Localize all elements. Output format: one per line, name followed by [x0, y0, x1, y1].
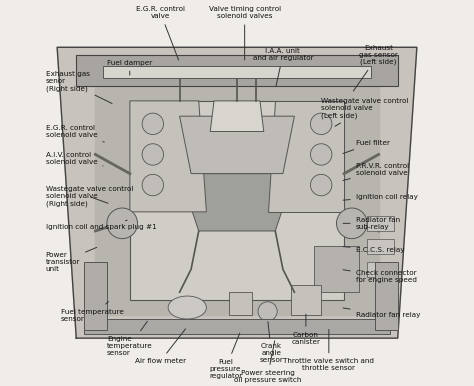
Bar: [367, 216, 394, 231]
Text: Wastegate valve control
solenoid valve
(Left side): Wastegate valve control solenoid valve (…: [321, 98, 409, 126]
Text: Radiator fan
sub-relay: Radiator fan sub-relay: [343, 217, 400, 230]
Text: Check connector
for engine speed: Check connector for engine speed: [343, 270, 417, 283]
Polygon shape: [180, 116, 294, 174]
Polygon shape: [76, 55, 398, 86]
Text: Carbon
canister: Carbon canister: [292, 314, 320, 345]
Text: Fuel
pressure
regulator: Fuel pressure regulator: [209, 333, 242, 379]
Text: Fuel damper: Fuel damper: [107, 59, 152, 75]
Text: Ignition coil relay: Ignition coil relay: [343, 193, 418, 200]
Text: Throttle valve switch and
throttle sensor: Throttle valve switch and throttle senso…: [283, 329, 374, 371]
Text: E.G.R. control
solenoid valve: E.G.R. control solenoid valve: [46, 125, 104, 142]
Polygon shape: [57, 47, 417, 338]
Polygon shape: [95, 63, 379, 315]
Bar: [375, 262, 398, 330]
Ellipse shape: [168, 296, 206, 319]
Text: P.R.V.R. control
solenoid valve: P.R.V.R. control solenoid valve: [343, 163, 409, 181]
Polygon shape: [268, 101, 344, 212]
Text: A.I.V. control
solenoid valve: A.I.V. control solenoid valve: [46, 152, 103, 166]
Text: Fuel temperature
sensor: Fuel temperature sensor: [61, 301, 124, 322]
Text: E.C.C.S. relay: E.C.C.S. relay: [343, 247, 404, 253]
Polygon shape: [130, 101, 206, 212]
Polygon shape: [229, 292, 252, 315]
Circle shape: [107, 208, 137, 239]
Bar: [367, 262, 394, 277]
Text: Engine
temperature
sensor: Engine temperature sensor: [107, 321, 153, 356]
Circle shape: [310, 174, 332, 196]
Text: Power
transistor
unit: Power transistor unit: [46, 247, 97, 272]
Circle shape: [310, 113, 332, 135]
Text: Ignition coil and spark plug #1: Ignition coil and spark plug #1: [46, 220, 156, 230]
Polygon shape: [291, 284, 321, 315]
Circle shape: [337, 208, 367, 239]
Circle shape: [142, 113, 164, 135]
Text: Crank
angle
sensor: Crank angle sensor: [259, 322, 283, 364]
Circle shape: [310, 144, 332, 165]
Text: Radiator fan relay: Radiator fan relay: [343, 308, 420, 318]
Bar: [84, 262, 107, 330]
Text: Exhaust
gas sensor
(Left side): Exhaust gas sensor (Left side): [354, 45, 398, 91]
Polygon shape: [313, 246, 359, 292]
Text: Wastegate valve control
solenoid valve
(Right side): Wastegate valve control solenoid valve (…: [46, 186, 133, 207]
Text: Valve timing control
solenoid valves: Valve timing control solenoid valves: [209, 6, 281, 60]
Circle shape: [258, 302, 277, 321]
Polygon shape: [210, 101, 264, 132]
Text: Air flow meter: Air flow meter: [135, 329, 186, 364]
Text: Exhaust gas
senor
(Right side): Exhaust gas senor (Right side): [46, 71, 112, 103]
Bar: [84, 319, 390, 334]
Circle shape: [142, 144, 164, 165]
Text: E.G.R. control
valve: E.G.R. control valve: [136, 6, 185, 60]
Polygon shape: [180, 174, 294, 231]
Text: Power steering
oil pressure switch: Power steering oil pressure switch: [234, 341, 301, 383]
Text: I.A.A. unit
and air regulator: I.A.A. unit and air regulator: [253, 49, 313, 87]
Bar: [367, 239, 394, 254]
Circle shape: [142, 174, 164, 196]
Polygon shape: [130, 101, 344, 300]
Text: Fuel filter: Fuel filter: [343, 140, 390, 154]
Bar: [103, 66, 371, 78]
